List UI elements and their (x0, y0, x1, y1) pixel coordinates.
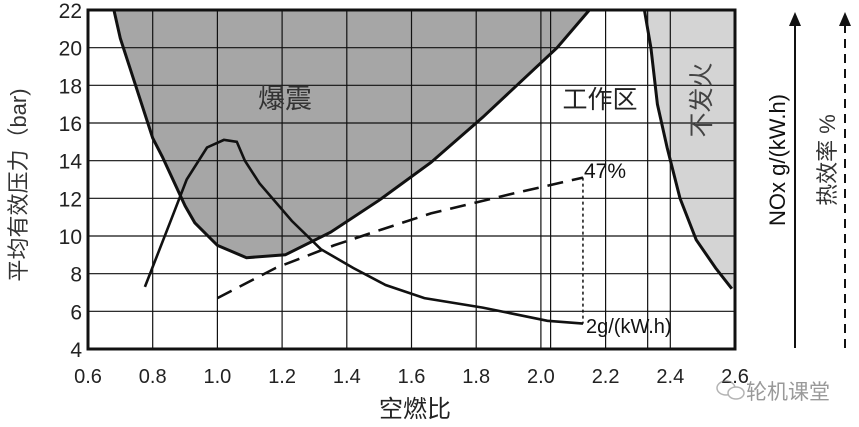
x-tick-label: 0.6 (74, 366, 102, 388)
y-tick-label: 18 (59, 75, 82, 98)
y-tick-label: 12 (59, 188, 82, 211)
x-tick-label: 1.4 (333, 366, 361, 388)
plot-frame (86, 8, 737, 351)
y-tick-label: 6 (70, 301, 82, 324)
x-tick-label: 2.2 (592, 366, 620, 388)
y-tick-label: 14 (59, 151, 83, 174)
x-tick-label: 2.0 (527, 366, 555, 388)
nox-annotation: 2g/(kW.h) (586, 316, 672, 338)
efficiency-arrow-head-icon (839, 12, 851, 26)
watermark: 轮机课堂 (746, 381, 830, 404)
working-region-label: 工作区 (562, 86, 637, 114)
y-tick-label: 20 (59, 38, 82, 61)
x-tick-label: 0.8 (139, 366, 167, 388)
misfire-region (644, 10, 735, 289)
knock-region-label: 爆震 (258, 84, 312, 114)
y-tick-label: 16 (59, 113, 82, 136)
efficiency-axis-label: 热效率 % (815, 114, 840, 206)
x-axis-label: 空燃比 (379, 396, 451, 423)
x-tick-label: 2.6 (721, 366, 749, 388)
knock-boundary-line (112, 9, 591, 260)
y-axis-label: 平均有效压力（bar) (6, 88, 31, 281)
x-tick-label: 1.8 (462, 366, 490, 388)
nox-axis-label: NOx g/(kW.h) (765, 94, 790, 226)
y-tick-label: 22 (59, 0, 82, 23)
wechat-icon (716, 380, 745, 400)
y-tick-label: 4 (70, 339, 82, 362)
misfire-region-label: 不发火 (688, 62, 716, 137)
nox-arrow-head-icon (789, 12, 801, 26)
misfire-boundary-line (642, 9, 733, 290)
efficiency-annotation: 47% (584, 160, 626, 183)
x-tick-label: 1.6 (398, 366, 426, 388)
x-tick-label: 1.0 (203, 366, 231, 388)
efficiency-series-line (216, 176, 584, 300)
nox-series-line (143, 138, 584, 325)
y-tick-label: 8 (70, 264, 82, 287)
x-tick-label: 1.2 (268, 366, 296, 388)
x-tick-label: 2.4 (656, 366, 684, 388)
y-tick-label: 10 (59, 226, 82, 249)
